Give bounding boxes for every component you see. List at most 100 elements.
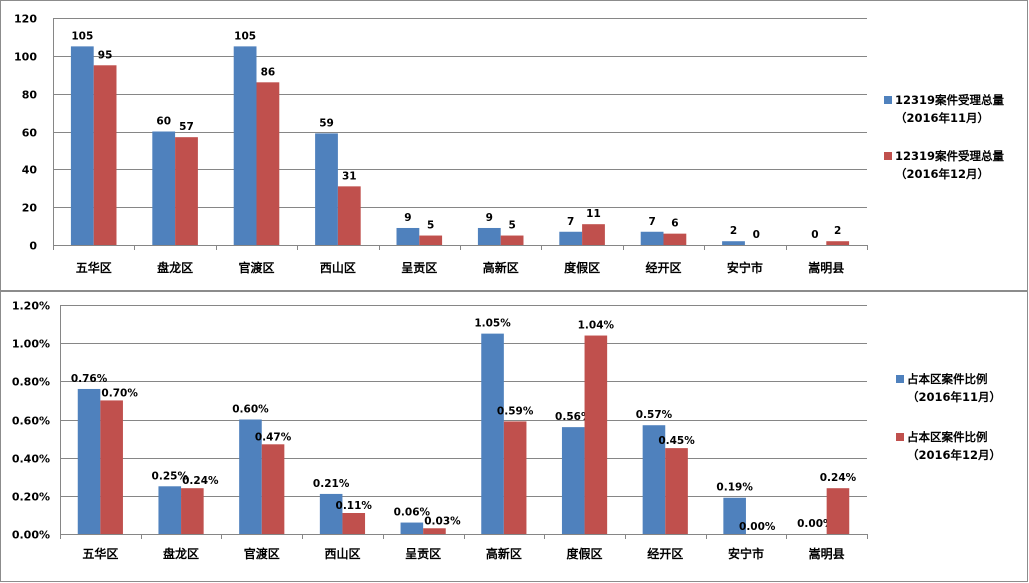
bar-nov (477, 227, 501, 245)
data-label: 0.47% (255, 431, 292, 443)
bar-dec (665, 448, 688, 534)
bar-nov (233, 46, 257, 245)
data-label: 0.11% (336, 500, 373, 512)
data-label: 2 (834, 225, 841, 237)
y-tick-label: 1.20% (12, 300, 50, 313)
data-label: 9 (404, 212, 411, 224)
data-label: 0.21% (313, 478, 350, 490)
x-tick-label: 度假区 (564, 260, 600, 275)
bar-nov (642, 425, 666, 534)
x-tick-label: 高新区 (486, 546, 522, 561)
data-label: 105 (71, 30, 93, 42)
bar-dec (181, 488, 204, 534)
data-label: 0.59% (497, 405, 534, 417)
x-tick-label: 五华区 (76, 260, 112, 275)
x-tick-label: 经开区 (645, 260, 681, 275)
x-tick-label: 盘龙区 (157, 260, 193, 275)
y-tick-label: 100 (14, 51, 37, 64)
x-tick-label: 西山区 (324, 546, 360, 561)
bar-nov (239, 419, 262, 534)
bar-nov (158, 486, 182, 534)
data-label: 0 (753, 229, 760, 241)
data-label: 1.04% (578, 320, 615, 332)
bar-nov (481, 333, 504, 534)
x-tick-label: 度假区 (567, 546, 603, 561)
bar-dec (584, 335, 608, 534)
data-label: 60 (156, 116, 171, 128)
x-tick-label: 安宁市 (728, 546, 764, 561)
x-tick-label: 西山区 (320, 260, 356, 275)
legend-label-period: （2016年12月） (907, 448, 1001, 462)
data-label: 0.06% (394, 507, 431, 519)
legend-label-period: （2016年11月） (895, 111, 989, 125)
y-tick-label: 0.00% (12, 529, 50, 542)
bar-nov (315, 133, 338, 245)
data-label: 11 (586, 208, 601, 220)
bar-dec (503, 421, 527, 534)
x-tick-label: 安宁市 (727, 260, 763, 275)
bar-dec (261, 444, 285, 534)
bar-dec (423, 528, 446, 534)
data-label: 86 (261, 66, 276, 78)
case-ratio-chart: 0.00% 0.20% 0.40% 0.60% 0.80% 1.00% 1.20% 0.76%… (12, 300, 1001, 562)
bar-nov (70, 46, 94, 245)
data-label: 0.57% (636, 409, 673, 421)
y-tick-label: 0.80% (12, 376, 50, 389)
legend-label: 占本区案件比例 (907, 430, 988, 444)
bar-dec (663, 233, 687, 245)
bar-dec (175, 137, 198, 245)
bar-nov (400, 522, 424, 534)
data-label: 0.70% (101, 387, 138, 399)
bar-nov (640, 231, 664, 245)
data-label: 5 (427, 220, 434, 232)
data-label: 6 (671, 218, 678, 230)
x-tick-label: 盘龙区 (163, 546, 199, 561)
legend-swatch (884, 96, 892, 104)
legend-swatch (884, 152, 892, 160)
data-label: 5 (508, 220, 515, 232)
data-label: 0.00% (797, 518, 834, 530)
bar-nov (152, 131, 176, 245)
legend-swatch (896, 433, 904, 441)
bar-nov (559, 231, 583, 245)
data-label: 0.00% (739, 521, 776, 533)
data-label: 0.19% (716, 482, 753, 494)
data-label: 57 (179, 121, 194, 133)
x-tick-label: 官渡区 (238, 260, 274, 275)
legend-label: 占本区案件比例 (907, 372, 988, 386)
data-label: 0 (811, 229, 818, 241)
x-tick-label: 高新区 (483, 260, 519, 275)
x-tick-label: 官渡区 (244, 546, 280, 561)
x-tick-label: 嵩明县 (808, 260, 844, 275)
y-tick-label: 80 (22, 89, 38, 102)
data-label: 0.76% (71, 373, 108, 385)
legend-label: 12319案件受理总量 (895, 149, 1005, 163)
legend-label: 12319案件受理总量 (895, 93, 1005, 107)
bar-dec (342, 513, 366, 534)
x-tick-label: 呈贡区 (405, 546, 441, 561)
y-tick-label: 120 (14, 13, 37, 26)
data-label: 0.56% (555, 411, 592, 423)
bar-dec (100, 400, 123, 534)
data-label: 2 (730, 225, 737, 237)
legend-label-period: （2016年11月） (907, 390, 1001, 404)
y-tick-label: 20 (22, 202, 38, 215)
bar-dec (500, 235, 524, 245)
data-label: 7 (648, 216, 655, 228)
data-label: 7 (567, 216, 574, 228)
data-label: 0.45% (658, 435, 695, 447)
bar-nov (723, 497, 746, 534)
data-label: 0.25% (152, 470, 189, 482)
data-label: 0.03% (424, 515, 461, 527)
x-tick-label: 五华区 (82, 546, 118, 561)
bar-nov (722, 241, 745, 245)
bar-nov (319, 493, 343, 534)
bar-dec (582, 224, 605, 245)
y-tick-label: 40 (22, 164, 38, 177)
x-tick-label: 嵩明县 (809, 546, 845, 561)
bar-dec (93, 65, 117, 246)
x-tick-label: 呈贡区 (401, 260, 437, 275)
data-label: 105 (234, 30, 256, 42)
